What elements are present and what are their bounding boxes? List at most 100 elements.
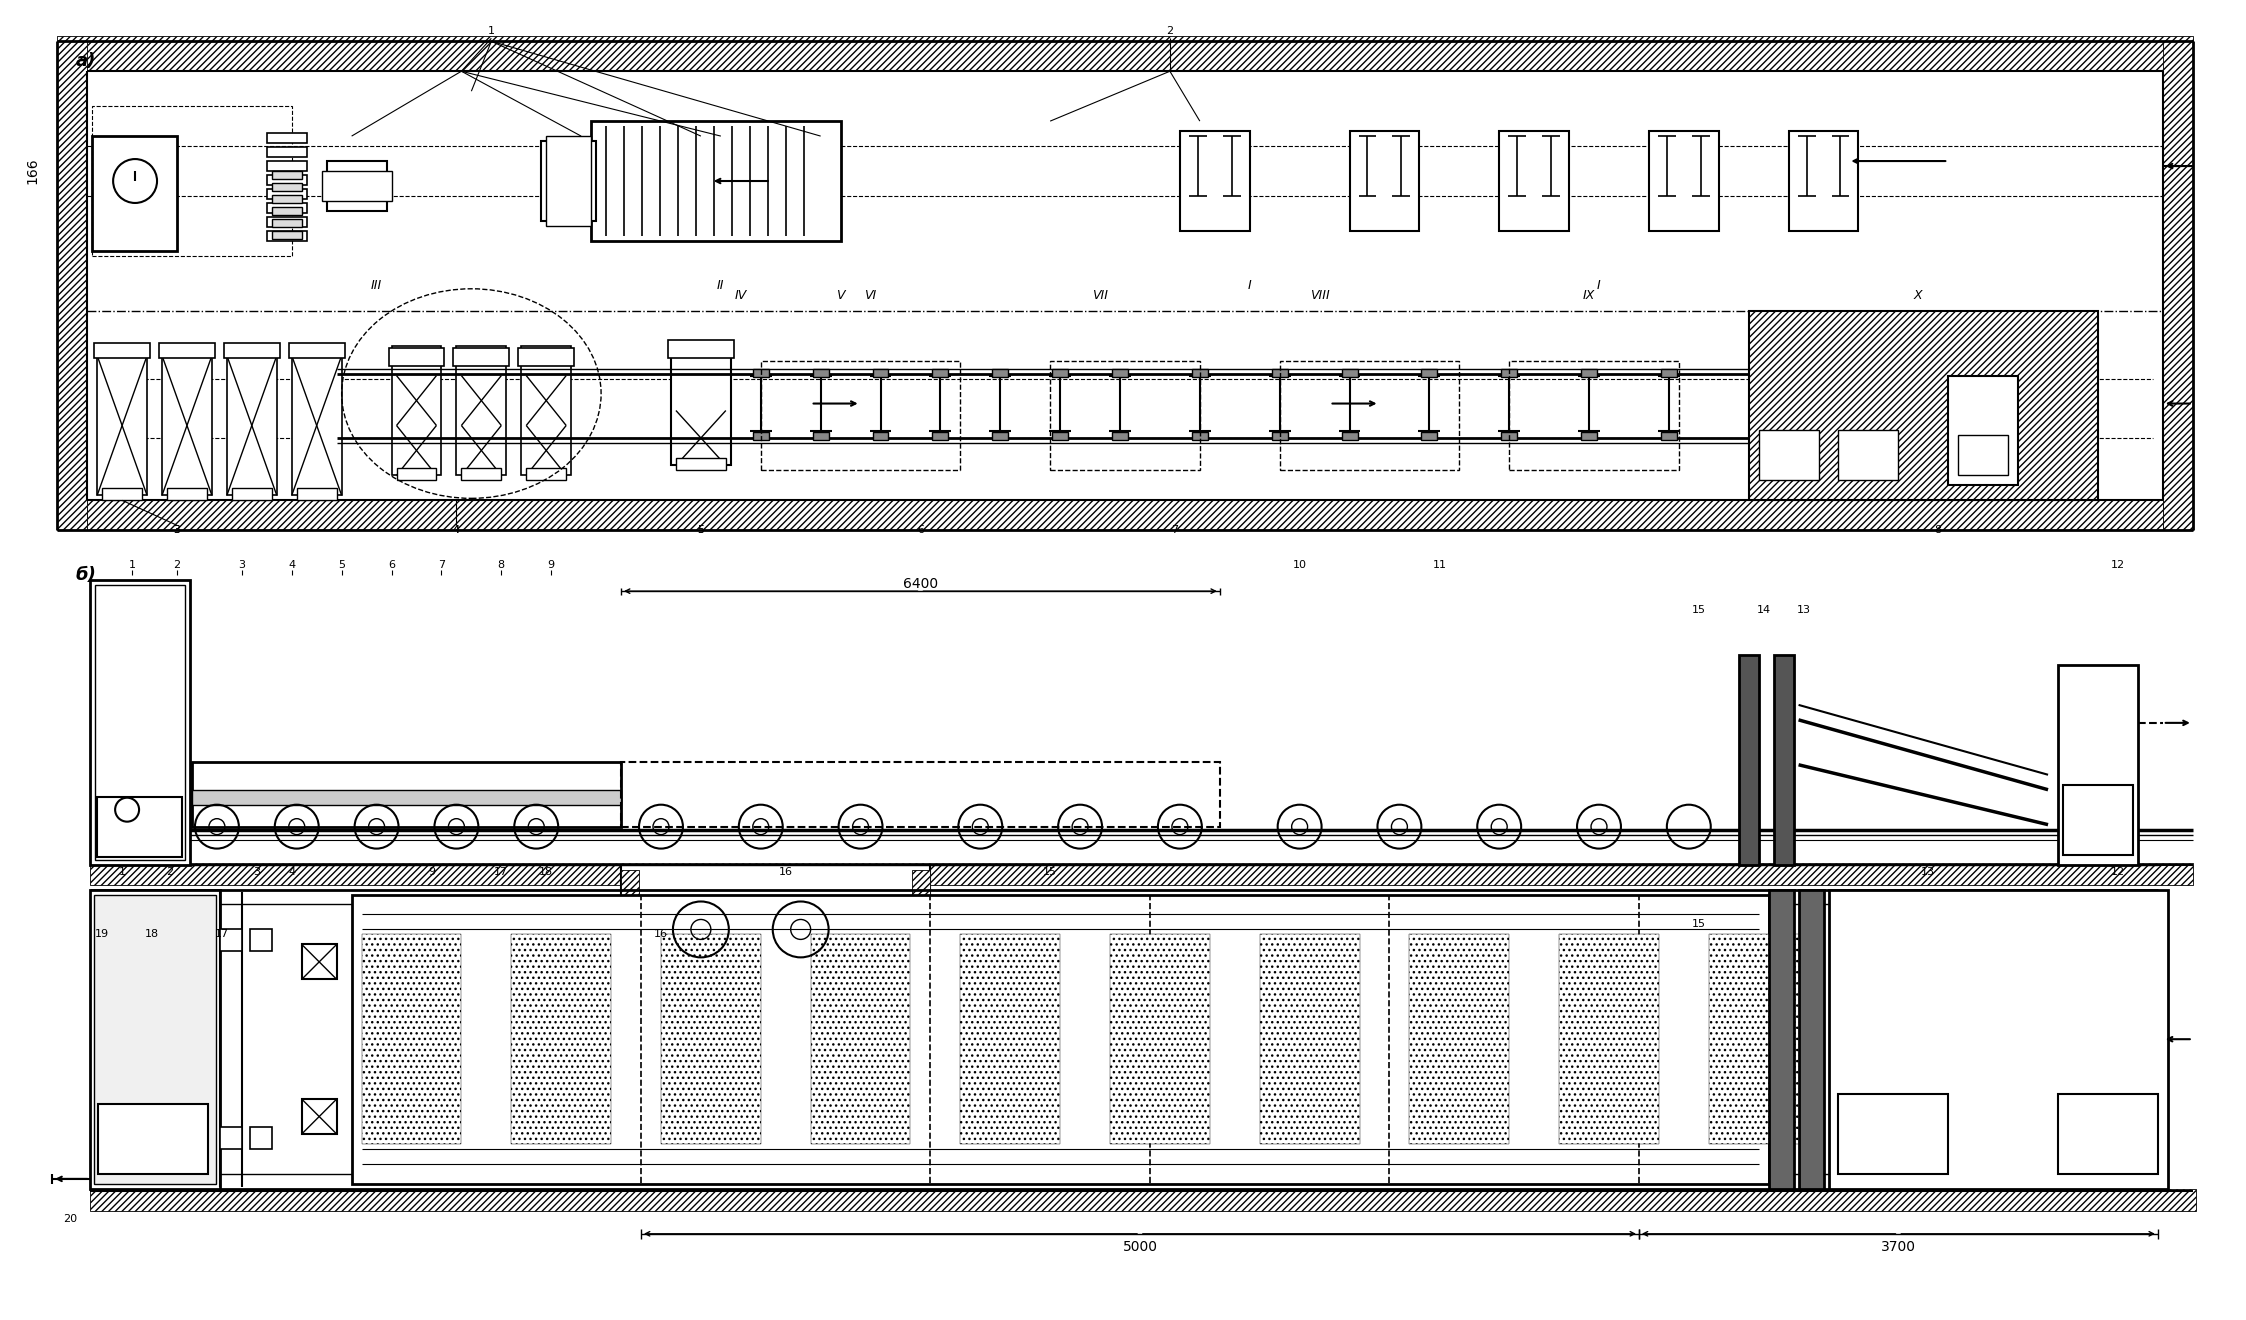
Text: 8: 8	[499, 560, 505, 570]
Text: X: X	[1914, 289, 1923, 302]
Bar	[267, 161, 308, 172]
Bar	[1179, 131, 1249, 231]
Bar	[813, 368, 829, 376]
Bar	[519, 347, 575, 366]
Text: 18: 18	[146, 929, 159, 940]
Text: 5000: 5000	[1123, 1239, 1157, 1254]
Text: 3: 3	[238, 560, 245, 570]
Bar	[1581, 433, 1597, 441]
Bar	[1112, 368, 1127, 376]
Text: 3: 3	[173, 525, 180, 536]
Text: 166: 166	[25, 157, 38, 185]
Bar	[1422, 433, 1437, 441]
Bar	[99, 1104, 209, 1173]
Bar	[159, 343, 216, 358]
Bar	[97, 797, 182, 857]
Text: 15: 15	[1042, 866, 1058, 876]
Bar	[1500, 368, 1516, 376]
Bar	[267, 176, 308, 185]
Bar	[1738, 655, 1759, 865]
Bar	[546, 136, 591, 226]
Bar	[267, 189, 308, 199]
Bar	[101, 488, 141, 500]
Bar	[92, 106, 292, 256]
Bar	[321, 172, 391, 201]
Text: б): б)	[74, 566, 97, 585]
Bar	[1649, 131, 1718, 231]
Bar	[2057, 1094, 2158, 1173]
Bar	[1559, 935, 1660, 1144]
Bar	[1750, 310, 2098, 500]
Text: 19: 19	[94, 929, 110, 940]
Bar	[932, 433, 948, 441]
Text: 16: 16	[654, 929, 667, 940]
Bar	[1709, 935, 1808, 1144]
Text: 8: 8	[1934, 525, 1943, 536]
Bar	[1660, 368, 1678, 376]
Bar	[1193, 433, 1208, 441]
Bar	[1051, 368, 1069, 376]
Bar	[290, 343, 344, 358]
Bar	[811, 935, 910, 1144]
Bar	[88, 500, 2163, 531]
Bar	[292, 355, 341, 495]
Text: 9: 9	[429, 866, 436, 876]
Text: 16: 16	[779, 866, 793, 876]
Text: VI: VI	[865, 289, 876, 302]
Bar	[272, 207, 301, 215]
Bar	[1839, 1094, 1947, 1173]
Bar	[1799, 890, 1824, 1189]
Text: 7: 7	[1172, 525, 1179, 536]
Bar	[1341, 368, 1357, 376]
Bar	[267, 203, 308, 213]
Bar	[813, 433, 829, 441]
Bar	[1759, 430, 1819, 480]
Bar	[97, 355, 146, 495]
Bar	[1193, 368, 1208, 376]
Text: 13: 13	[1797, 605, 1810, 615]
Text: VIII: VIII	[1309, 289, 1330, 302]
Bar	[301, 944, 337, 979]
Bar	[1959, 436, 2008, 475]
Text: 17: 17	[216, 929, 229, 940]
Bar	[272, 231, 301, 239]
Bar	[993, 433, 1008, 441]
Bar	[94, 585, 184, 859]
Bar	[912, 870, 930, 974]
Bar	[1422, 368, 1437, 376]
Text: 15: 15	[1691, 920, 1705, 929]
Bar	[591, 121, 840, 240]
Bar	[231, 488, 272, 500]
Bar	[301, 1100, 337, 1134]
Bar	[191, 789, 622, 805]
Text: III: III	[371, 280, 382, 292]
Bar	[1350, 131, 1419, 231]
Bar	[2163, 41, 2192, 531]
Bar	[353, 895, 1768, 1184]
Text: 1: 1	[128, 560, 135, 570]
Bar	[267, 216, 308, 227]
Text: 4: 4	[454, 525, 460, 536]
Bar	[622, 865, 930, 979]
Bar	[932, 368, 948, 376]
Bar	[249, 1127, 272, 1148]
Bar	[512, 935, 611, 1144]
Text: 13: 13	[1920, 866, 1936, 876]
Bar	[90, 890, 220, 1189]
Bar	[660, 935, 761, 1144]
Bar	[622, 762, 1220, 826]
Bar	[220, 1127, 243, 1148]
Text: 2: 2	[1166, 26, 1172, 37]
Bar	[90, 581, 191, 865]
Bar	[326, 161, 386, 211]
Text: IV: IV	[734, 289, 748, 302]
Text: 6400: 6400	[903, 577, 939, 591]
Bar	[398, 469, 436, 480]
Bar	[1788, 131, 1857, 231]
Bar	[761, 360, 961, 470]
Text: 5: 5	[699, 525, 705, 536]
Text: 7: 7	[438, 560, 445, 570]
Bar	[627, 960, 925, 979]
Bar	[1051, 433, 1069, 441]
Bar	[961, 935, 1060, 1144]
